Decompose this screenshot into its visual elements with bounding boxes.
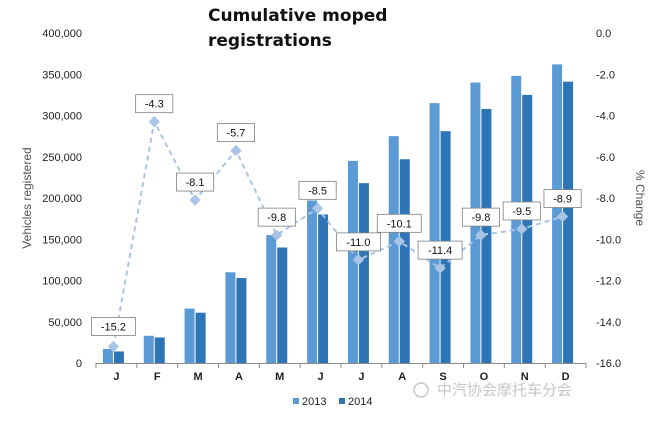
bar-2013	[102, 348, 113, 363]
bar-2014	[318, 214, 329, 363]
y-tick-label: 50,000	[48, 317, 82, 329]
data-label-box	[376, 213, 422, 233]
data-label: -15.2	[101, 322, 126, 334]
watermark-text: 中汽协会摩托车分会	[437, 381, 572, 399]
data-label-box	[91, 317, 136, 336]
data-label: -8.1	[186, 177, 205, 189]
bar-2014	[563, 81, 574, 364]
data-label-box	[135, 94, 174, 114]
data-label-box	[461, 207, 500, 227]
bar-2013	[552, 64, 563, 363]
legend-label-2014: 2014	[348, 396, 372, 408]
legend-swatch-2013	[293, 398, 299, 404]
x-tick-label: N	[521, 371, 529, 383]
percent-change-marker	[393, 235, 405, 247]
percent-change-marker	[516, 223, 528, 235]
bar-2013	[429, 103, 440, 363]
bar-2014	[154, 337, 165, 363]
x-tick-label: A	[398, 371, 406, 383]
percent-change-marker	[434, 262, 446, 274]
chart-title: Cumulative moped registrations	[208, 4, 387, 54]
bar-2013	[388, 136, 399, 363]
y-right-tick-label: -12.0	[596, 276, 621, 288]
y-right-axis-title: % Change	[633, 170, 647, 226]
data-label: -4.3	[145, 99, 164, 111]
bar-2013	[184, 308, 195, 363]
data-label: -5.7	[226, 128, 245, 140]
x-tick-label: S	[439, 371, 446, 383]
x-tick-label: F	[154, 371, 161, 383]
data-label: -11.4	[428, 245, 452, 257]
y-tick-label: 200,000	[42, 193, 82, 205]
data-label-box	[216, 123, 255, 142]
bar-2013	[307, 200, 318, 363]
y-right-tick-label: -10.0	[596, 234, 621, 246]
y-right-tick-label: -8.0	[596, 193, 615, 205]
y-right-tick-label: -2.0	[596, 69, 615, 81]
data-label: -10.1	[387, 218, 412, 230]
x-tick-label: M	[275, 371, 284, 383]
y-right-tick-label: -4.0	[596, 111, 615, 123]
percent-change-marker	[311, 202, 324, 214]
y-tick-label: 150,000	[42, 234, 82, 246]
data-label-box	[502, 201, 541, 221]
y-tick-label: 350,000	[42, 69, 82, 81]
data-label: -8.5	[308, 185, 327, 197]
x-tick-label: O	[480, 371, 489, 383]
bar-2014	[358, 183, 369, 363]
percent-change-marker	[475, 229, 487, 241]
y-tick-label: 300,000	[42, 111, 82, 123]
data-label-box	[543, 189, 582, 208]
data-label-box	[417, 240, 463, 260]
percent-change-marker	[148, 116, 160, 128]
bar-2014	[236, 278, 247, 363]
y-right-tick-label: -14.0	[596, 317, 621, 329]
data-label-box	[257, 207, 296, 227]
data-label: -9.8	[267, 212, 286, 224]
x-tick-label: J	[358, 371, 364, 383]
percent-change-marker	[189, 194, 201, 206]
legend-label-2013: 2013	[302, 396, 326, 408]
x-tick-label: A	[235, 371, 243, 383]
percent-change-line	[112, 118, 563, 347]
y-tick-label: 400,000	[42, 28, 82, 40]
y-tick-label: 0	[76, 358, 82, 370]
bar-2013	[143, 335, 154, 363]
data-label: -9.8	[471, 212, 490, 224]
data-label-box	[336, 232, 381, 252]
x-tick-label: D	[562, 371, 570, 383]
percent-change-marker	[230, 144, 242, 157]
bar-2013	[225, 272, 236, 363]
data-label: -8.9	[553, 194, 572, 206]
data-label: -11.0	[346, 237, 370, 249]
bar-2014	[195, 312, 206, 363]
chart-title-line-1: Cumulative moped	[208, 6, 388, 26]
bar-2013	[347, 160, 358, 363]
watermark-icon	[413, 382, 429, 398]
chart-title-line-2: registrations	[208, 31, 332, 51]
bar-2014	[113, 351, 124, 363]
y-tick-label: 100,000	[42, 276, 82, 288]
percent-change-marker	[352, 254, 365, 266]
percent-change-marker	[556, 210, 569, 223]
y-right-tick-label: -6.0	[596, 152, 615, 164]
percent-change-marker	[271, 229, 283, 241]
y-tick-label: 250,000	[42, 152, 82, 164]
x-tick-label: J	[113, 371, 119, 383]
y-right-tick-label: 0.0	[596, 28, 611, 40]
data-label: -9.5	[512, 206, 531, 218]
bar-2013	[266, 235, 277, 363]
bar-2014	[277, 247, 288, 363]
x-tick-label: J	[318, 371, 324, 383]
y-right-tick-label: -16.0	[596, 358, 621, 370]
y-axis-title: Vehicles registered	[20, 147, 34, 248]
x-tick-label: M	[193, 371, 202, 383]
bar-2014	[481, 108, 492, 364]
legend-swatch-2014	[339, 398, 345, 404]
data-label-box	[298, 180, 337, 200]
data-label-box	[176, 172, 215, 192]
bar-2014	[399, 159, 410, 363]
